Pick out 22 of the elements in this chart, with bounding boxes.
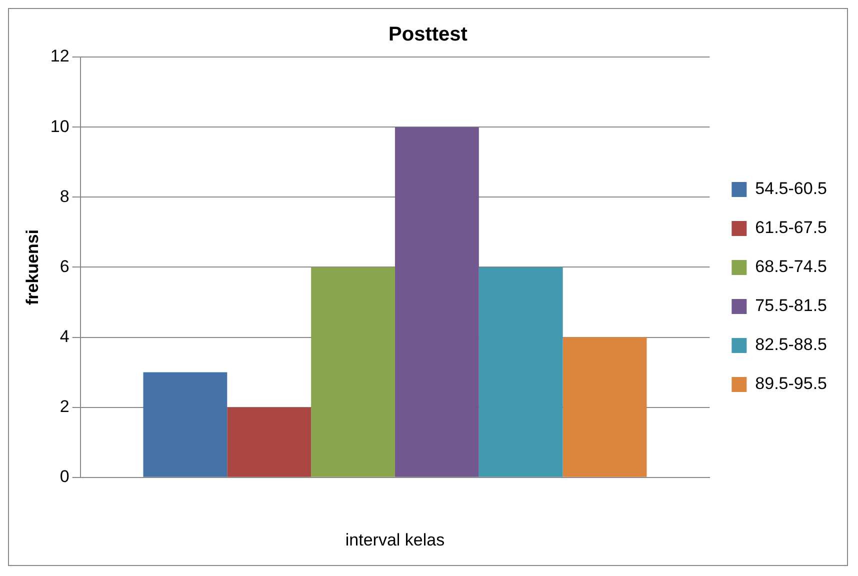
legend-label: 75.5-81.5 xyxy=(755,296,828,316)
legend-label: 82.5-88.5 xyxy=(755,335,828,354)
bar xyxy=(311,267,395,477)
bar xyxy=(227,407,312,477)
y-axis-title: frekuensi xyxy=(22,229,42,305)
bar xyxy=(562,337,647,477)
y-tick-label: 10 xyxy=(50,116,70,136)
legend-label: 89.5-95.5 xyxy=(755,374,828,394)
y-tick-label: 6 xyxy=(60,256,70,276)
y-tick-label: 12 xyxy=(50,46,70,66)
bar xyxy=(394,127,479,477)
y-tick-label: 0 xyxy=(60,467,70,486)
y-tick-label: 8 xyxy=(60,186,70,206)
y-tick-label: 2 xyxy=(60,397,70,416)
y-tick-label: 4 xyxy=(60,326,70,346)
bar xyxy=(143,372,228,477)
bar xyxy=(478,267,563,477)
chart-title: Posttest xyxy=(388,24,468,46)
legend-label: 54.5-60.5 xyxy=(755,179,828,198)
legend-label: 61.5-67.5 xyxy=(755,218,828,238)
x-axis-title: interval kelas xyxy=(345,530,445,550)
legend-label: 68.5-74.5 xyxy=(755,257,828,276)
